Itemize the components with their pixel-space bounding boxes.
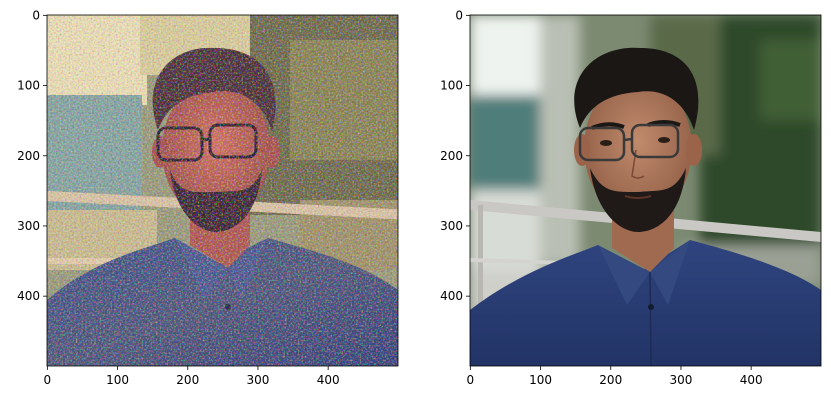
y-tick-label: 300 xyxy=(440,219,463,233)
x-tick-label: 200 xyxy=(176,373,199,387)
y-tick-label: 0 xyxy=(32,8,40,22)
x-tick-label: 100 xyxy=(106,373,129,387)
x-tick-label: 300 xyxy=(669,373,692,387)
x-axis-ticks: 0 100 200 300 400 xyxy=(467,366,763,387)
portrait-image xyxy=(470,15,821,366)
y-tick-label: 0 xyxy=(455,8,463,22)
axes-right: 0 100 200 300 400 0 100 200 300 400 xyxy=(440,8,822,387)
x-tick-label: 0 xyxy=(44,373,52,387)
x-tick-label: 0 xyxy=(467,373,475,387)
y-tick-label: 100 xyxy=(440,79,463,93)
axes-frame xyxy=(469,14,822,367)
x-tick-label: 400 xyxy=(740,373,763,387)
x-tick-label: 300 xyxy=(246,373,269,387)
axes-frame xyxy=(46,14,399,367)
y-tick-label: 200 xyxy=(17,149,40,163)
y-axis-ticks: 0 100 200 300 400 xyxy=(17,8,47,303)
x-tick-label: 400 xyxy=(317,373,340,387)
x-tick-label: 200 xyxy=(599,373,622,387)
y-tick-label: 300 xyxy=(17,219,40,233)
x-tick-label: 100 xyxy=(529,373,552,387)
x-axis-ticks: 0 100 200 300 400 xyxy=(44,366,340,387)
stylized-portrait-image xyxy=(47,15,398,366)
y-tick-label: 200 xyxy=(440,149,463,163)
y-tick-label: 400 xyxy=(440,289,463,303)
axes-left: 0 100 200 300 400 0 100 200 300 400 xyxy=(17,8,399,387)
y-tick-label: 100 xyxy=(17,79,40,93)
y-tick-label: 400 xyxy=(17,289,40,303)
y-axis-ticks: 0 100 200 300 400 xyxy=(440,8,470,303)
